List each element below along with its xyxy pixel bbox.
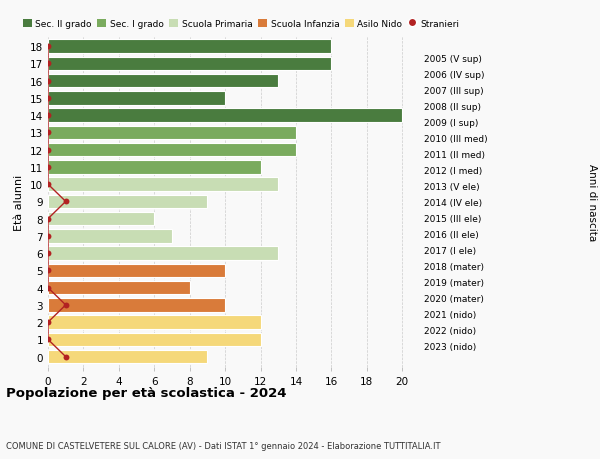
Point bbox=[43, 112, 53, 120]
Point bbox=[43, 44, 53, 51]
Text: COMUNE DI CASTELVETERE SUL CALORE (AV) - Dati ISTAT 1° gennaio 2024 - Elaborazio: COMUNE DI CASTELVETERE SUL CALORE (AV) -… bbox=[6, 441, 440, 450]
Bar bbox=[48, 350, 208, 364]
Text: Popolazione per età scolastica - 2024: Popolazione per età scolastica - 2024 bbox=[6, 386, 287, 399]
Point bbox=[43, 95, 53, 102]
Bar bbox=[48, 92, 225, 106]
Point bbox=[43, 336, 53, 343]
Point bbox=[43, 129, 53, 137]
Bar bbox=[48, 298, 225, 312]
Bar bbox=[48, 333, 260, 347]
Bar bbox=[48, 178, 278, 191]
Point bbox=[43, 215, 53, 223]
Point bbox=[43, 181, 53, 188]
Point bbox=[43, 233, 53, 240]
Bar bbox=[48, 316, 260, 329]
Bar bbox=[48, 230, 172, 243]
Bar bbox=[48, 144, 296, 157]
Point bbox=[43, 319, 53, 326]
Bar bbox=[48, 75, 278, 88]
Point bbox=[43, 267, 53, 274]
Point bbox=[43, 250, 53, 257]
Bar bbox=[48, 109, 402, 123]
Point bbox=[43, 147, 53, 154]
Point bbox=[43, 61, 53, 68]
Point bbox=[43, 78, 53, 85]
Point bbox=[43, 284, 53, 292]
Bar bbox=[48, 126, 296, 140]
Legend: Sec. II grado, Sec. I grado, Scuola Primaria, Scuola Infanzia, Asilo Nido, Stran: Sec. II grado, Sec. I grado, Scuola Prim… bbox=[23, 20, 460, 29]
Bar bbox=[48, 247, 278, 260]
Bar bbox=[48, 195, 208, 209]
Point bbox=[61, 302, 71, 309]
Point bbox=[61, 353, 71, 361]
Point bbox=[43, 164, 53, 171]
Bar bbox=[48, 213, 154, 226]
Text: Anni di nascita: Anni di nascita bbox=[587, 163, 597, 241]
Bar bbox=[48, 281, 190, 295]
Point bbox=[61, 198, 71, 206]
Bar bbox=[48, 264, 225, 278]
Bar bbox=[48, 161, 260, 174]
Y-axis label: Età alunni: Età alunni bbox=[14, 174, 25, 230]
Bar bbox=[48, 40, 331, 54]
Bar bbox=[48, 57, 331, 71]
